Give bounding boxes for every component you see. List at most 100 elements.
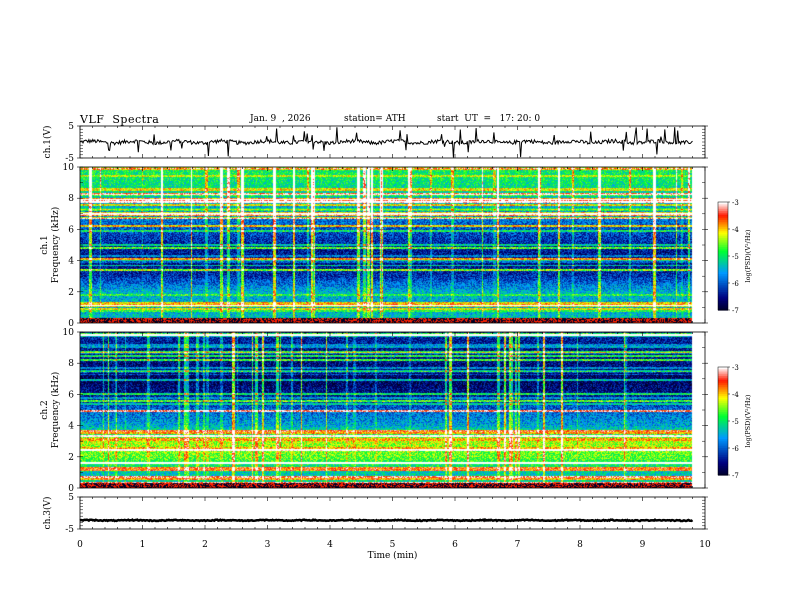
- ch2-spectrogram-ytick-label: 4: [68, 422, 74, 432]
- ch1-colorbar-swatch: [718, 230, 728, 234]
- ch2-colorbar-swatch: [718, 399, 728, 402]
- ch2-colorbar-swatch: [718, 412, 728, 415]
- ch1-spectrogram-ytick-label: 10: [63, 163, 75, 173]
- ch1-colorbar-swatch: [718, 250, 728, 253]
- ch2-colorbar-swatch: [718, 460, 728, 463]
- ch1-colorbar-swatch: [718, 252, 728, 255]
- ch2-spectrogram-ylabel-line: Frequency (kHz): [50, 372, 61, 449]
- ch1-colorbar-swatch: [718, 214, 728, 217]
- ch2-colorbar-swatch: [718, 367, 728, 370]
- ch1-spectrogram-ylabel-line: Frequency (kHz): [50, 207, 61, 284]
- ch1-waveform-trace: [80, 127, 693, 158]
- ch2-colorbar-swatch: [718, 379, 728, 382]
- ch1-waveform-ylabel: ch.1(V): [42, 126, 53, 159]
- ch1-colorbar-swatch: [718, 223, 728, 226]
- ch3-waveform-ylabel-line: ch.3(V): [42, 497, 53, 530]
- ch2-colorbar-swatch: [718, 433, 728, 436]
- ch2-colorbar-swatch: [718, 473, 728, 476]
- ch1-waveform-ylabel-line: ch.1(V): [42, 126, 53, 159]
- ch1-spectrogram-ytick-label: 4: [68, 257, 74, 267]
- ch1-colorbar-swatch: [718, 202, 728, 205]
- ch1-colorbar-swatch: [718, 236, 728, 239]
- ch1-spectrogram-ylabel: ch.1 Frequency (kHz): [40, 207, 61, 284]
- ch2-colorbar-swatch: [718, 453, 728, 456]
- ch2-colorbar-swatch: [718, 471, 728, 474]
- ch2-spectrogram-ylabel: ch.2 Frequency (kHz): [40, 372, 61, 449]
- ch1-colorbar-swatch: [718, 248, 728, 252]
- ch2-spectrogram-ytick-label: 6: [68, 390, 74, 400]
- ch1-colorbar-label-text: log(PSD)(V²/Hz): [744, 229, 752, 282]
- ch2-colorbar-tick-label: -4: [732, 391, 739, 399]
- ch2-colorbar-swatch: [718, 368, 728, 372]
- ch1-spectrogram-image: [80, 167, 705, 323]
- ch1-colorbar-swatch: [718, 290, 728, 293]
- ch2-colorbar-swatch: [718, 385, 728, 388]
- ch1-colorbar-swatch: [718, 272, 728, 275]
- ch3-waveform-ytick-label: -5: [65, 525, 74, 535]
- ch2-colorbar-swatch: [718, 370, 728, 373]
- ch1-colorbar-swatch: [718, 257, 728, 261]
- ch2-colorbar-swatch: [718, 435, 728, 438]
- ch1-colorbar-swatch: [718, 243, 728, 246]
- ch2-colorbar-swatch: [718, 408, 728, 411]
- ch1-colorbar-swatch: [718, 281, 728, 284]
- station-label: station= ATH: [344, 114, 406, 124]
- ch1-colorbar-swatch: [718, 306, 728, 309]
- ch1-colorbar-swatch: [718, 304, 728, 307]
- ch2-colorbar-swatch: [718, 449, 728, 453]
- ch1-colorbar-swatch: [718, 254, 728, 257]
- ch1-spectrogram-ytick-label: 8: [68, 194, 74, 204]
- ch2-colorbar-swatch: [718, 462, 728, 465]
- ch1-colorbar-swatch: [718, 238, 728, 241]
- ch2-colorbar-swatch: [718, 392, 728, 395]
- ch1-colorbar-swatch: [718, 232, 728, 235]
- ch2-colorbar-tick-label: -3: [732, 364, 739, 372]
- ch2-colorbar-swatch: [718, 455, 728, 458]
- ch2-colorbar-swatch: [718, 383, 728, 386]
- ch2-colorbar-swatch: [718, 394, 728, 397]
- ch2-colorbar-label: log(PSD)(V²/Hz): [744, 394, 752, 447]
- ch1-colorbar-swatch: [718, 302, 728, 306]
- ch2-colorbar-swatch: [718, 431, 728, 435]
- ch1-waveform-ytick-label: 5: [68, 122, 74, 132]
- ch2-colorbar-swatch: [718, 464, 728, 467]
- ch2-colorbar-swatch: [718, 446, 728, 449]
- ch2-colorbar-swatch: [718, 430, 728, 433]
- x-tick-label: 9: [640, 540, 646, 550]
- ch2-spectrogram-ytick-label: 0: [68, 484, 74, 494]
- ch2-colorbar-swatch: [718, 401, 728, 404]
- ch3-waveform-ylabel: ch.3(V): [42, 497, 53, 530]
- ch1-colorbar-swatch: [718, 283, 728, 286]
- ch1-colorbar-swatch: [718, 241, 728, 244]
- ch1-colorbar-swatch: [718, 263, 728, 266]
- ch2-colorbar-swatch: [718, 381, 728, 384]
- ch2-colorbar-swatch: [718, 439, 728, 442]
- ch1-spectrogram-ytick-label: 6: [68, 225, 74, 235]
- ch1-spectrogram-ytick-label: 2: [68, 288, 74, 298]
- date-label: Jan. 9 , 2026: [250, 114, 311, 124]
- ch2-colorbar-swatch: [718, 467, 728, 471]
- ch2-colorbar-swatch: [718, 426, 728, 429]
- ch1-colorbar-label: log(PSD)(V²/Hz): [744, 229, 752, 282]
- ch1-colorbar-swatch: [718, 203, 728, 207]
- ch1-colorbar-swatch: [718, 293, 728, 297]
- ch1-colorbar-swatch: [718, 234, 728, 237]
- ch1-colorbar-swatch: [718, 221, 728, 225]
- ch1-colorbar-tick-label: -4: [732, 226, 739, 234]
- ch1-colorbar-swatch: [718, 286, 728, 289]
- x-tick-label: 7: [515, 540, 521, 550]
- ch2-colorbar-swatch: [718, 390, 728, 393]
- ch1-colorbar-tick-label: -7: [732, 307, 739, 315]
- ch3-waveform-trace: [79, 517, 694, 523]
- x-tick-label: 1: [140, 540, 146, 550]
- ch1-colorbar-swatch: [718, 297, 728, 300]
- x-tick-label: 10: [699, 540, 711, 550]
- ch1-colorbar-swatch: [718, 268, 728, 271]
- ch1-colorbar-swatch: [718, 247, 728, 250]
- ch2-spectrogram-ytick-label: 8: [68, 359, 74, 369]
- start-time-label: start UT = 17: 20: 0: [437, 114, 541, 124]
- ch1-colorbar-swatch: [718, 277, 728, 280]
- ch2-colorbar-swatch: [718, 466, 728, 469]
- ch2-colorbar-swatch: [718, 469, 728, 472]
